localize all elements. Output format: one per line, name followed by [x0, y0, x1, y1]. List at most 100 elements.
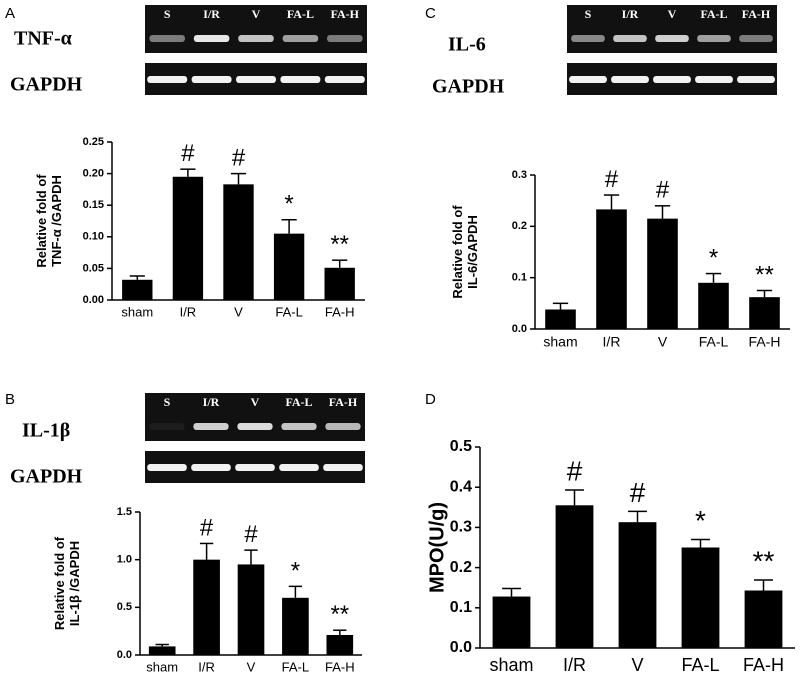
- y-tick-label: 0.4: [450, 478, 472, 495]
- bar: [647, 218, 678, 329]
- y-tick-label: 0.10: [83, 231, 104, 243]
- bar: [223, 184, 254, 300]
- blot-band: [281, 423, 317, 430]
- blot-lane-label: S: [585, 7, 592, 21]
- bar: [681, 547, 720, 648]
- blot-band: [324, 76, 365, 83]
- blot-row-label: TNF-α: [14, 28, 72, 50]
- y-tick-label: 0.20: [83, 168, 104, 180]
- blot-band: [149, 423, 185, 430]
- annotation: *: [709, 245, 718, 272]
- bar: [545, 309, 576, 329]
- blot-band: [235, 464, 275, 471]
- blot-lane-label: I/R: [622, 7, 639, 21]
- blot-band: [323, 464, 363, 471]
- blot-lane-label: V: [668, 7, 677, 21]
- x-tick-label: I/R: [603, 334, 621, 350]
- bar: [749, 297, 780, 329]
- y-axis-label: Relative fold of: [34, 174, 49, 268]
- y-tick-label: 0.0: [512, 323, 527, 335]
- annotation: #: [244, 521, 258, 548]
- x-tick-label: sham: [543, 334, 577, 350]
- annotation: **: [753, 546, 775, 577]
- bar: [555, 505, 594, 648]
- blot-band: [236, 76, 276, 83]
- blot-band: [739, 35, 773, 42]
- annotation: *: [284, 191, 293, 218]
- blot-band: [569, 76, 607, 83]
- y-axis-label: Relative fold of: [52, 536, 67, 630]
- y-axis-label: MPO(U/g): [426, 502, 448, 593]
- y-tick-label: 0.25: [83, 136, 104, 148]
- blot-lane-label: S: [164, 395, 171, 409]
- bar: [698, 282, 729, 329]
- blot-row-label: GAPDH: [432, 76, 505, 98]
- y-tick-label: 0.0: [450, 639, 472, 656]
- blot-band: [737, 76, 775, 83]
- y-tick-label: 1.0: [117, 554, 132, 566]
- blot-band: [147, 76, 188, 83]
- blot-band: [191, 76, 232, 83]
- blot-row-label: GAPDH: [10, 466, 83, 488]
- annotation: #: [567, 456, 583, 487]
- y-tick-label: 0.05: [83, 262, 104, 274]
- blot-band: [325, 423, 361, 430]
- blot-lane-label: FA-L: [285, 395, 312, 409]
- y-tick-label: 0.00: [83, 294, 104, 306]
- bar: [282, 597, 309, 655]
- blot-band: [327, 35, 363, 42]
- blot-lane-label: FA-H: [331, 7, 360, 21]
- x-tick-label: V: [234, 304, 243, 319]
- blot-band: [193, 35, 230, 42]
- y-tick-label: 0.2: [450, 559, 472, 576]
- bar: [744, 590, 783, 648]
- y-axis-label: IL-1β /GAPDH: [67, 541, 82, 626]
- annotation: **: [755, 261, 774, 288]
- blot-band: [237, 423, 273, 430]
- y-tick-label: 1.5: [117, 506, 132, 518]
- panel-letter: B: [5, 391, 15, 408]
- blot-band: [697, 35, 731, 42]
- blot-lane-label: FA-H: [329, 395, 358, 409]
- y-tick-label: 0.5: [117, 601, 132, 613]
- bar: [237, 564, 265, 655]
- x-tick-label: V: [658, 334, 668, 350]
- blot-band: [611, 76, 649, 83]
- panel-letter: A: [5, 5, 15, 22]
- blot-strip: [145, 5, 367, 53]
- blot-lane-label: FA-H: [742, 7, 771, 21]
- blot-band: [149, 35, 185, 42]
- y-axis-label: Relative fold of: [450, 205, 465, 299]
- x-tick-label: FA-H: [743, 655, 784, 675]
- annotation: #: [605, 166, 619, 193]
- annotation: #: [656, 177, 670, 204]
- blot-band: [613, 35, 647, 42]
- y-tick-label: 0.2: [512, 220, 527, 232]
- x-tick-label: I/R: [563, 655, 586, 675]
- y-tick-label: 0.3: [512, 169, 527, 181]
- x-tick-label: sham: [489, 655, 533, 675]
- panel-letter: D: [425, 391, 436, 408]
- x-tick-label: FA-H: [749, 334, 781, 350]
- x-tick-label: V: [631, 655, 643, 675]
- blot-band: [147, 464, 187, 471]
- blot-band: [282, 35, 319, 42]
- blot-band: [191, 464, 231, 471]
- x-tick-label: FA-L: [699, 334, 729, 350]
- bar: [324, 267, 355, 300]
- annotation: #: [232, 145, 246, 172]
- bar: [492, 596, 531, 648]
- blot-band: [653, 76, 691, 83]
- x-tick-label: V: [247, 659, 256, 674]
- annotation: *: [291, 557, 300, 584]
- bar: [172, 176, 204, 300]
- bar: [148, 646, 176, 655]
- x-tick-label: sham: [121, 304, 153, 319]
- x-tick-label: FA-L: [681, 655, 719, 675]
- blot-lane-label: I/R: [203, 395, 220, 409]
- bar: [122, 279, 153, 300]
- x-tick-label: FA-L: [275, 304, 302, 319]
- x-tick-label: FA-H: [325, 659, 355, 674]
- annotation: **: [330, 231, 349, 258]
- blot-lane-label: I/R: [203, 7, 220, 21]
